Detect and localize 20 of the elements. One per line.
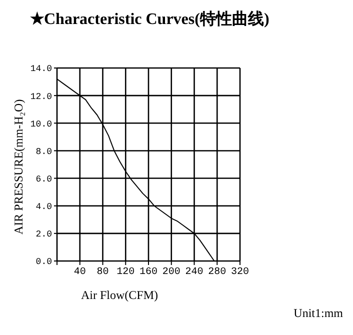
y-tick-label: 14.0	[30, 64, 52, 74]
y-tick-label: 10.0	[30, 119, 52, 130]
y-tick-label: 6.0	[36, 174, 52, 184]
y-tick-label: 2.0	[36, 230, 52, 240]
x-tick-label: 200	[162, 267, 180, 278]
x-tick-label: 120	[116, 267, 135, 278]
x-tick-label: 80	[96, 267, 109, 278]
x-tick-label: 280	[208, 267, 226, 278]
text: Unit1:mm	[292, 306, 344, 321]
x-tick-label: 240	[185, 267, 204, 278]
x-tick-label: 40	[74, 267, 86, 278]
x-tick-label: 320	[230, 267, 250, 278]
chart-title: ★Characteristic Curves(特性曲线)	[29, 10, 270, 30]
y-tick-label: 0.0	[36, 257, 52, 268]
x-axis-title: Air Flow(CFM)	[81, 288, 158, 302]
y-axis-title: AIR PRESSURE(mm-H₂O)	[11, 99, 26, 234]
y-tick-label: 8.0	[36, 146, 52, 157]
y-tick-label: 4.0	[36, 202, 52, 212]
y-tick-label: 12.0	[30, 92, 52, 102]
x-tick-label: 160	[139, 267, 158, 278]
